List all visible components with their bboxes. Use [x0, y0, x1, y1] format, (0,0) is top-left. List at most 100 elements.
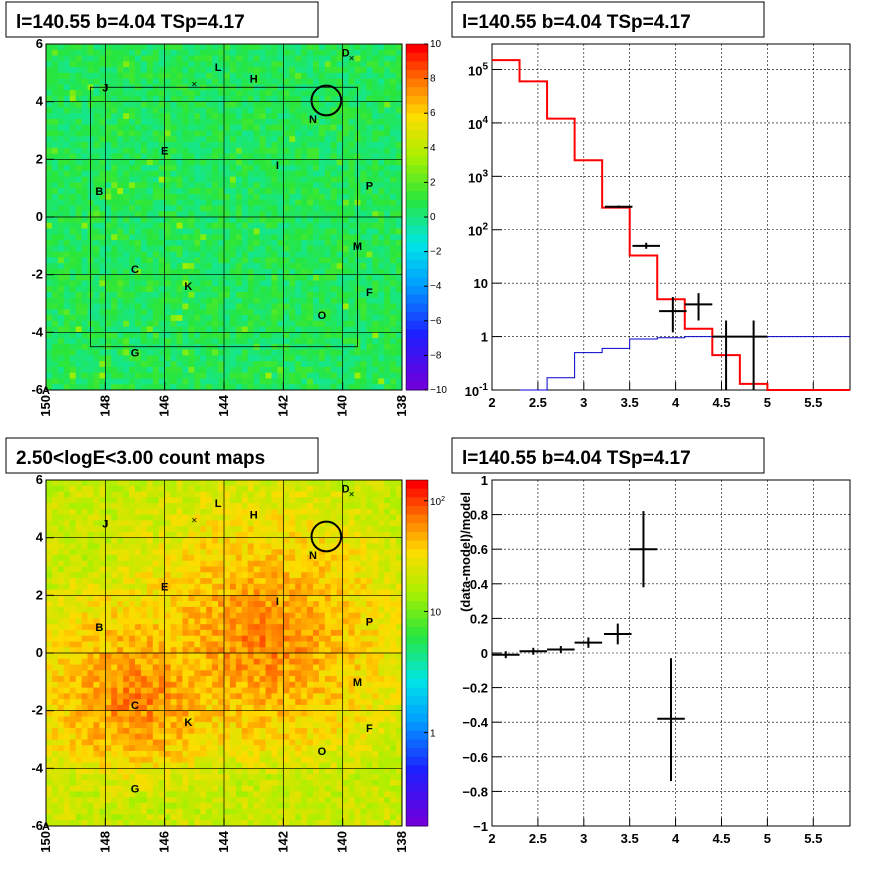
- y-tick-label: -4: [31, 324, 43, 339]
- colorbar-tick-label: 2: [430, 177, 436, 188]
- source-label-M: M: [353, 241, 362, 253]
- y-tick-label: −1: [473, 819, 488, 834]
- x-tick-label: 148: [97, 831, 112, 853]
- colorbar-tick-label: −8: [430, 350, 442, 361]
- colorbar-tick-label: 10: [430, 39, 442, 50]
- count-map-grid: [46, 480, 402, 826]
- source-label-N: N: [309, 550, 317, 562]
- colorbar-tick-label: 1: [430, 729, 436, 740]
- y-tick-label: 0: [481, 646, 488, 661]
- source-label-D: D: [342, 484, 350, 496]
- source-label-O: O: [318, 310, 327, 322]
- source-label-I: I: [276, 160, 279, 172]
- source-label-F: F: [366, 287, 373, 299]
- x-tick-label: 5: [764, 831, 771, 846]
- x-tick-label: 3: [580, 831, 587, 846]
- x-tick-label: 146: [157, 395, 172, 417]
- y-tick-label: 10-1: [465, 382, 489, 399]
- y-tick-label: 102: [468, 222, 488, 239]
- residual-y-axis-label: (data-model)/model: [458, 492, 473, 612]
- x-tick-label: 138: [394, 395, 409, 417]
- source-label-H: H: [250, 510, 258, 522]
- y-tick-label: -2: [31, 267, 43, 282]
- source-label-L: L: [215, 498, 222, 510]
- source-label-N: N: [309, 114, 317, 126]
- y-tick-label: 2: [36, 587, 43, 602]
- source-label-L: L: [215, 62, 222, 74]
- count-map-pixels: [46, 480, 403, 827]
- x-tick-label: 3.5: [621, 395, 639, 410]
- y-tick-label: -6: [31, 382, 43, 397]
- source-label-F: F: [366, 723, 373, 735]
- x-tick-label: 148: [97, 395, 112, 417]
- source-label-M: M: [353, 677, 362, 689]
- x-tick-label: 4: [672, 831, 680, 846]
- residual-plot-title-box: [451, 437, 765, 474]
- y-tick-label: 0.2: [470, 611, 488, 626]
- y-tick-label: 0.8: [470, 508, 488, 523]
- y-tick-label: 0.4: [470, 577, 489, 592]
- y-tick-label: 2: [36, 151, 43, 166]
- residual-map-colorbar: [406, 44, 428, 391]
- y-tick-label: 4: [36, 94, 44, 109]
- source-marker: ×: [191, 515, 197, 526]
- source-label-O: O: [318, 746, 327, 758]
- source-label-J: J: [102, 518, 108, 530]
- y-tick-label: 0.6: [470, 542, 488, 557]
- colorbar-tick-label: −6: [430, 316, 442, 327]
- colorbar-tick-label: 102: [430, 496, 445, 508]
- source-label-J: J: [102, 82, 108, 94]
- y-tick-label: 1: [481, 330, 488, 345]
- y-tick-label: 0: [36, 645, 43, 660]
- source-label-G: G: [131, 348, 140, 360]
- x-tick-label: 4: [672, 395, 680, 410]
- colorbar-tick-label: 4: [430, 143, 436, 154]
- colorbar-tick-label: 6: [430, 108, 436, 119]
- residual-plot-title: l=140.55 b=4.04 TSp=4.17: [462, 448, 691, 469]
- spectrum-title: l=140.55 b=4.04 TSp=4.17: [462, 12, 691, 33]
- y-tick-label: −0.6: [462, 750, 488, 765]
- x-tick-label: 150: [38, 395, 53, 417]
- source-label-D: D: [342, 48, 350, 60]
- y-tick-label: 0: [36, 209, 43, 224]
- x-tick-label: 2.5: [529, 831, 547, 846]
- x-tick-label: 2: [488, 831, 495, 846]
- residual-map-roi-box: [90, 86, 358, 348]
- source-label-E: E: [161, 146, 168, 158]
- y-tick-label: −0.4: [462, 715, 488, 730]
- x-tick-label: 3: [580, 395, 587, 410]
- y-tick-label: −0.8: [462, 784, 488, 799]
- x-tick-label: 144: [216, 394, 231, 416]
- source-label-A: A: [42, 385, 50, 397]
- source-label-I: I: [276, 596, 279, 608]
- source-marker: ×: [191, 79, 197, 90]
- spectrum-frame: [491, 43, 851, 391]
- colorbar-tick-label: 8: [430, 74, 436, 85]
- x-tick-label: 142: [275, 831, 290, 853]
- y-tick-label: 6: [36, 36, 43, 51]
- y-tick-label: 104: [468, 115, 488, 132]
- y-tick-label: -2: [31, 703, 43, 718]
- source-label-C: C: [131, 700, 139, 712]
- x-tick-label: 140: [335, 395, 350, 417]
- source-label-C: C: [131, 264, 139, 276]
- spectrum-series-line: [492, 59, 850, 391]
- x-tick-label: 5.5: [804, 395, 822, 410]
- colorbar-tick-label: −10: [430, 385, 447, 396]
- source-label-B: B: [95, 186, 103, 198]
- y-tick-label: -4: [31, 760, 43, 775]
- source-marker: ×: [349, 489, 355, 500]
- count-map-colorbar-frame: [405, 479, 429, 827]
- residual-map-title: l=140.55 b=4.04 TSp=4.17: [16, 12, 245, 33]
- source-label-A: A: [42, 821, 50, 833]
- source-label-P: P: [366, 616, 373, 628]
- count-map-title-box: [5, 437, 319, 474]
- x-tick-label: 144: [216, 830, 231, 852]
- colorbar-tick-label: −2: [430, 247, 442, 258]
- x-tick-label: 3.5: [621, 831, 639, 846]
- spectrum-series-line: [519, 336, 850, 391]
- y-tick-label: 10: [474, 276, 488, 291]
- x-tick-label: 4.5: [712, 831, 730, 846]
- colorbar-tick-label: 10: [430, 607, 442, 618]
